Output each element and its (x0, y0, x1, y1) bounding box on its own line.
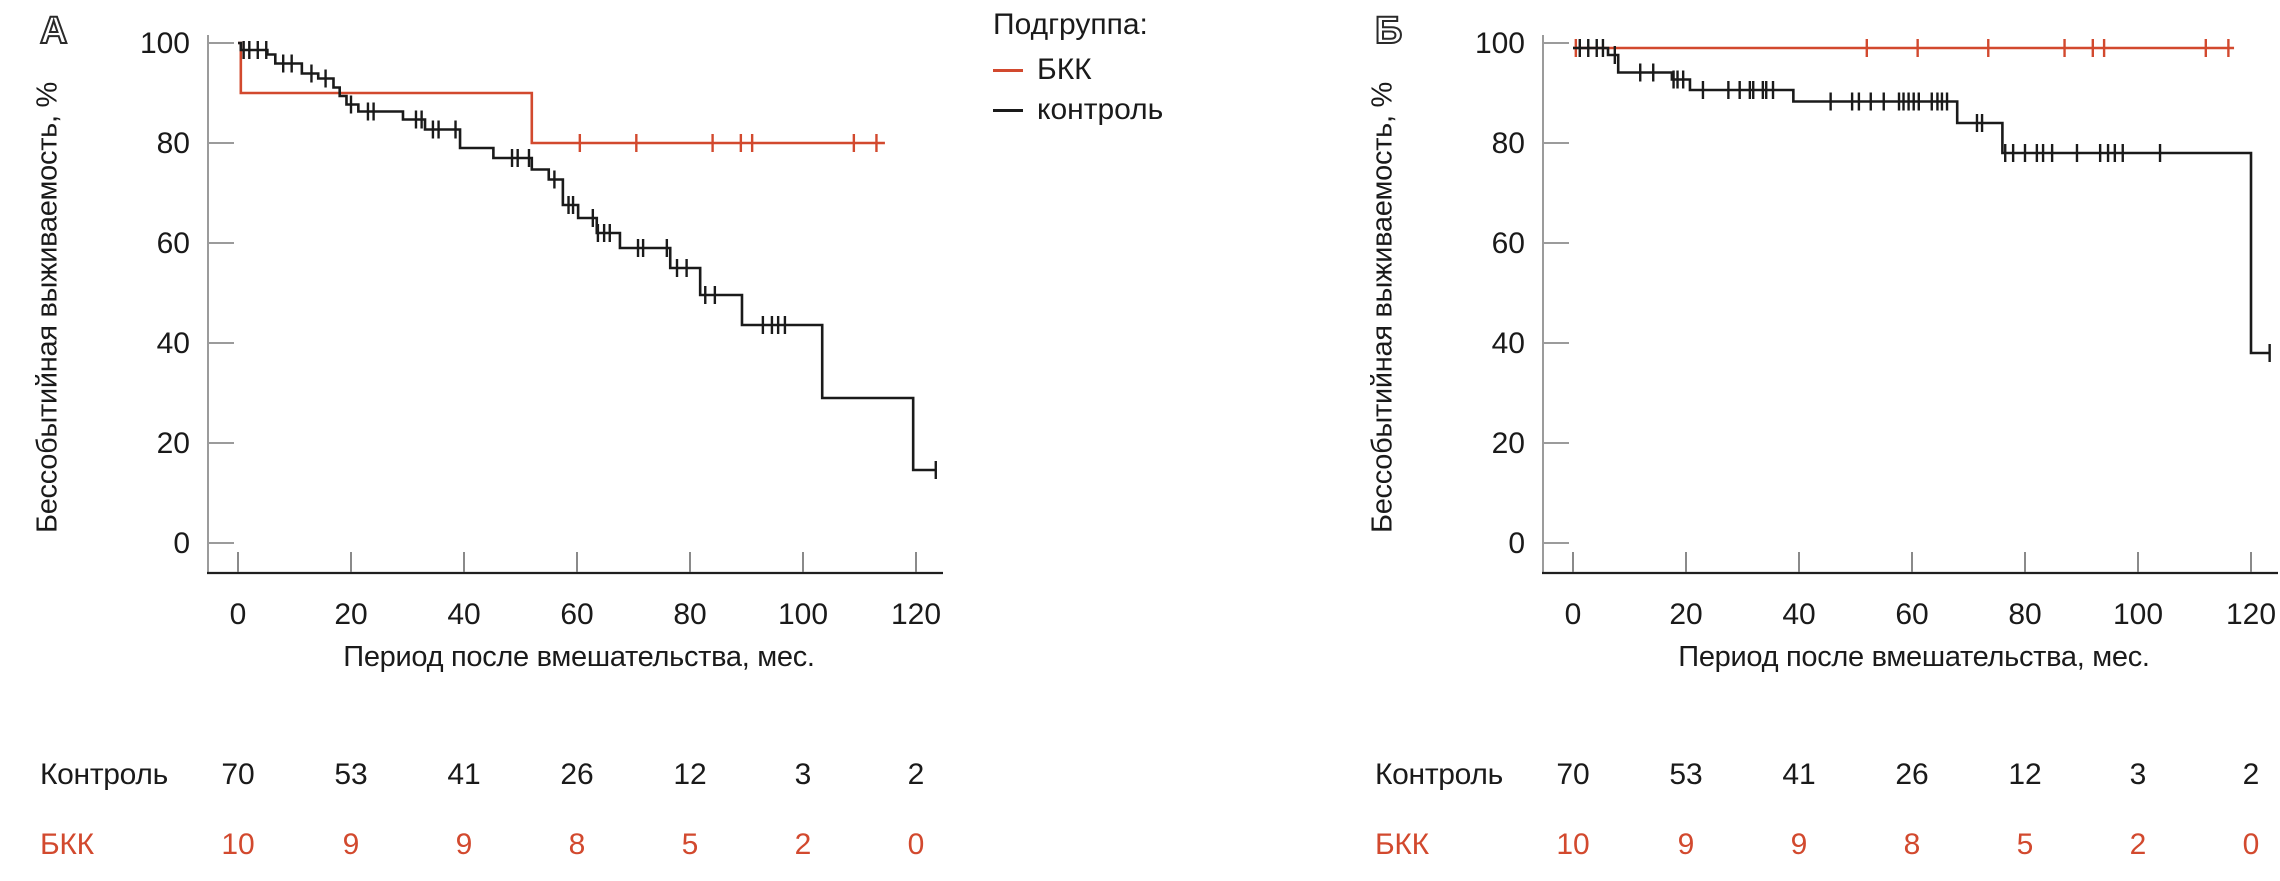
risk-value: 9 (1790, 828, 1808, 861)
risk-value: 10 (1556, 828, 1590, 861)
x-tick-label: 100 (778, 598, 828, 631)
panel-b-letter: Б (1374, 9, 1403, 53)
risk-row-label-bkk: БКК (1375, 828, 1429, 861)
risk-value: 12 (673, 758, 707, 791)
risk-value: 53 (334, 758, 368, 791)
y-tick-label: 0 (173, 527, 190, 560)
panel-b-y-axis-label: Бессобытийная выживаемость, % (1366, 82, 1399, 534)
x-tick-label: 80 (2008, 598, 2041, 631)
x-tick-label: 120 (891, 598, 941, 631)
y-tick-label: 40 (1492, 327, 1525, 360)
legend-item-control: контроль (993, 90, 1163, 130)
risk-value: 3 (2129, 758, 2147, 791)
risk-value: 5 (681, 828, 699, 861)
risk-value: 2 (907, 758, 925, 791)
panel-a-x-axis-label: Период после вмешательства, мес. (343, 641, 815, 673)
x-tick-label: 20 (1669, 598, 1702, 631)
y-tick-label: 60 (157, 227, 190, 260)
x-tick-label: 0 (230, 598, 247, 631)
y-tick-label: 80 (1492, 127, 1525, 160)
risk-value: 53 (1669, 758, 1703, 791)
risk-value: 26 (560, 758, 594, 791)
bkk-line-swatch (993, 68, 1023, 72)
y-tick-label: 80 (157, 127, 190, 160)
legend-item-bkk: БКК (993, 50, 1163, 90)
panel-b-x-axis-label: Период после вмешательства, мес. (1678, 641, 2150, 673)
risk-value: 9 (1677, 828, 1695, 861)
y-tick-label: 20 (1492, 427, 1525, 460)
risk-value: 41 (447, 758, 481, 791)
panel-a-y-axis-label: Бессобытийная выживаемость, % (31, 82, 64, 534)
risk-value: 8 (568, 828, 586, 861)
legend-title: Подгруппа: (993, 8, 1148, 41)
x-tick-label: 60 (560, 598, 593, 631)
x-tick-label: 80 (673, 598, 706, 631)
risk-value: 12 (2008, 758, 2042, 791)
risk-value: 2 (2129, 828, 2147, 861)
y-tick-label: 40 (157, 327, 190, 360)
survival-curve-bkk (238, 41, 885, 145)
risk-value: 2 (794, 828, 812, 861)
x-tick-label: 20 (334, 598, 367, 631)
x-tick-label: 40 (447, 598, 480, 631)
risk-value: 41 (1782, 758, 1816, 791)
risk-row-label-control: Контроль (40, 758, 168, 791)
x-tick-label: 0 (1565, 598, 1582, 631)
y-tick-label: 60 (1492, 227, 1525, 260)
risk-value: 5 (2016, 828, 2034, 861)
risk-value: 2 (2242, 758, 2260, 791)
x-tick-label: 100 (2113, 598, 2163, 631)
x-tick-label: 120 (2226, 598, 2276, 631)
risk-value: 0 (2242, 828, 2260, 861)
x-tick-label: 60 (1895, 598, 1928, 631)
y-tick-label: 100 (1475, 27, 1525, 60)
risk-value: 9 (342, 828, 360, 861)
risk-value: 26 (1895, 758, 1929, 791)
legend: Подгруппа: БКК контроль (993, 8, 1163, 130)
panel-a-letter: А (39, 9, 68, 53)
y-tick-label: 100 (140, 27, 190, 60)
risk-value: 70 (221, 758, 255, 791)
x-tick-label: 40 (1782, 598, 1815, 631)
risk-value: 3 (794, 758, 812, 791)
control-line-swatch (993, 108, 1023, 112)
legend-item-bkk-label: БКК (1037, 53, 1092, 86)
risk-value: 10 (221, 828, 255, 861)
risk-value: 8 (1903, 828, 1921, 861)
survival-curve-control (238, 41, 936, 472)
risk-row-label-bkk: БКК (40, 828, 94, 861)
risk-row-label-control: Контроль (1375, 758, 1503, 791)
survival-curve-control (1573, 46, 2270, 355)
risk-value: 0 (907, 828, 925, 861)
y-tick-label: 20 (157, 427, 190, 460)
risk-value: 9 (455, 828, 473, 861)
risk-value: 70 (1556, 758, 1590, 791)
y-tick-label: 0 (1508, 527, 1525, 560)
legend-item-control-label: контроль (1037, 93, 1164, 126)
